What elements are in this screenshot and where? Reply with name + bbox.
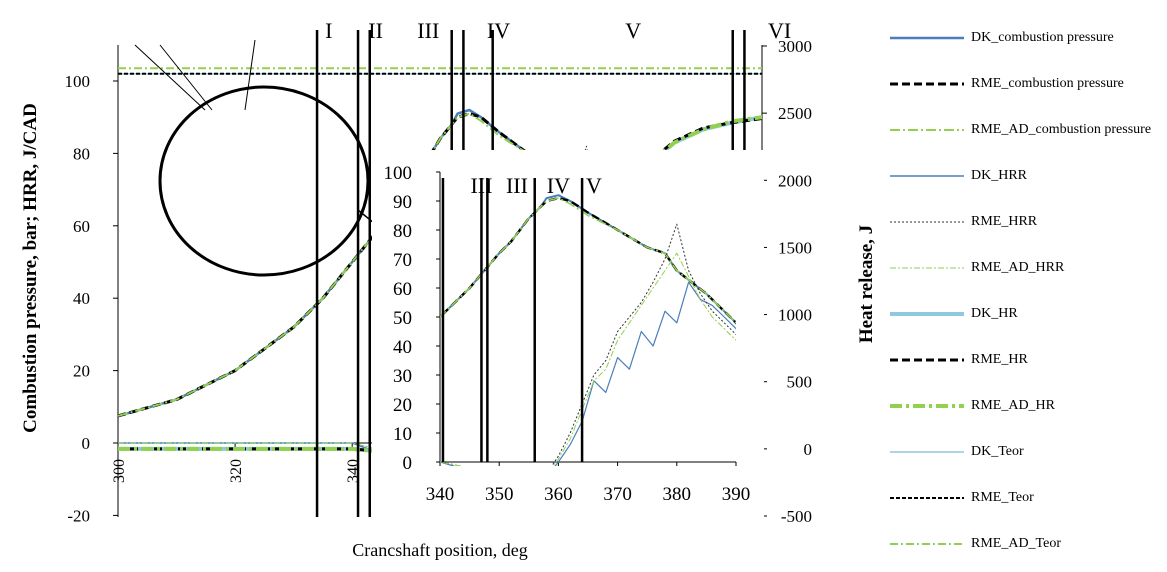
inset-series-line — [440, 252, 736, 466]
y2-tick-label: 500 — [787, 373, 813, 392]
legend-label: RME_AD_combustion pressure — [971, 122, 1152, 137]
legend-label: RME_AD_Teor — [971, 536, 1062, 551]
x-axis-label: Crancshaft position, deg — [352, 540, 527, 560]
legend-swatch — [890, 129, 964, 131]
phase-label: I — [325, 18, 332, 43]
inset-x-tick-label: 380 — [663, 484, 692, 505]
phase-label: III — [417, 18, 439, 43]
legend-swatch — [890, 404, 964, 408]
legend-label: DK_HR — [971, 306, 1018, 321]
y-tick-label: 80 — [73, 144, 90, 163]
legend-item: RME_AD_combustion pressure — [888, 118, 1158, 158]
inset-y-tick-label: 100 — [384, 163, 413, 184]
inset-x-tick-label: 340 — [426, 484, 455, 505]
x-tick-label: 320 — [228, 459, 245, 483]
legend-item: RME_combustion pressure — [888, 72, 1158, 112]
legend-item: RME_AD_HR — [888, 394, 1158, 434]
legend-label: RME_combustion pressure — [971, 76, 1124, 91]
legend-item: DK_HR — [888, 302, 1158, 342]
y-tick-label: -20 — [67, 506, 90, 525]
legend-item: RME_AD_HRR — [888, 256, 1158, 296]
y-axis-label: Combustion pressure, bar; HRR, J/CAD — [20, 103, 41, 433]
inset-y-tick-label: 80 — [393, 221, 412, 242]
legend-swatch — [890, 82, 964, 86]
phase-label: IV — [487, 18, 510, 43]
legend-swatch — [890, 543, 964, 545]
phase-label: II — [368, 18, 383, 43]
inset-y-tick-label: 90 — [393, 192, 412, 213]
highlight-ellipse — [158, 85, 370, 277]
legend-swatch — [890, 175, 964, 177]
legend-swatch — [890, 358, 964, 362]
legend-label: RME_Teor — [971, 490, 1034, 505]
x-tick-label: 340 — [345, 459, 362, 483]
legend-swatch — [890, 312, 964, 316]
legend-item: DK_HRR — [888, 164, 1158, 204]
leader-line — [159, 44, 213, 111]
phase-label: VI — [768, 18, 791, 43]
inset-plot: 0 10 20 30 40 50 60 70 80 90 100 340 350 360 370 380 390… — [372, 150, 764, 520]
y-tick-label: 100 — [65, 72, 91, 91]
legend-item: RME_HRR — [888, 210, 1158, 250]
legend-swatch — [890, 497, 964, 499]
legend-label: RME_HR — [971, 352, 1028, 367]
inset-y-tick-label: 60 — [393, 279, 412, 300]
y-tick-label: 0 — [82, 434, 91, 453]
legend-item: RME_AD_Teor — [888, 532, 1158, 572]
y-tick-label: 60 — [73, 217, 90, 236]
y-tick-label: 40 — [73, 289, 90, 308]
inset-series-line — [440, 194, 736, 325]
y2-axis-label: Heat release, J — [856, 225, 877, 343]
legend-label: DK_Teor — [971, 444, 1024, 459]
legend-item: DK_Teor — [888, 440, 1158, 480]
inset-x-tick-label: 360 — [544, 484, 573, 505]
inset-background — [372, 150, 764, 520]
legend-swatch — [890, 451, 964, 453]
inset-phase-label: V — [586, 173, 602, 198]
inset-phase-label: IV — [547, 173, 570, 198]
legend-label: RME_AD_HRR — [971, 260, 1065, 275]
y-tick-label: 20 — [73, 362, 90, 381]
inset-phase-label: III — [506, 173, 528, 198]
inset-y-tick-label: 50 — [393, 308, 412, 329]
x-tick-label: 300 — [111, 459, 128, 483]
inset-series-line — [440, 196, 736, 325]
series-line — [118, 112, 762, 417]
inset-phase-label: III — [470, 173, 492, 198]
y2-tick-label: 1500 — [778, 238, 812, 257]
y2-tick-label: 2000 — [778, 171, 812, 190]
leader-line — [134, 44, 206, 111]
inset-y-tick-label: 20 — [393, 395, 412, 416]
y2-tick-label: 2500 — [778, 104, 812, 123]
inset-y-tick-label: 10 — [393, 424, 412, 445]
legend-item: RME_HR — [888, 348, 1158, 388]
phase-label: V — [625, 18, 641, 43]
inset-y-tick-label: 40 — [393, 337, 412, 358]
y2-tick-label: 1000 — [778, 306, 812, 325]
inset-series-group — [440, 194, 736, 466]
inset-y-tick-label: 70 — [393, 250, 412, 271]
legend-label: RME_HRR — [971, 214, 1038, 229]
y2-tick-label: 0 — [804, 440, 813, 459]
inset-y-tick-label: 30 — [393, 366, 412, 387]
inset-y-tick-label: 0 — [403, 453, 413, 474]
inset-x-tick-label: 370 — [603, 484, 632, 505]
legend-swatch — [890, 36, 964, 40]
legend-item: DK_combustion pressure — [888, 26, 1158, 66]
legend-swatch — [890, 267, 964, 269]
inset-x-tick-label: 390 — [722, 484, 751, 505]
legend-label: DK_HRR — [971, 168, 1028, 183]
legend-label: RME_AD_HR — [971, 398, 1056, 413]
legend-swatch — [890, 221, 964, 223]
y2-tick-label: -500 — [781, 507, 812, 526]
legend-item: RME_Teor — [888, 486, 1158, 526]
y2-tick-label: 3000 — [778, 37, 812, 56]
inset-series-line — [440, 281, 736, 466]
inset-x-tick-label: 350 — [485, 484, 514, 505]
leader-line — [244, 39, 256, 111]
legend-label: DK_combustion pressure — [971, 30, 1114, 45]
